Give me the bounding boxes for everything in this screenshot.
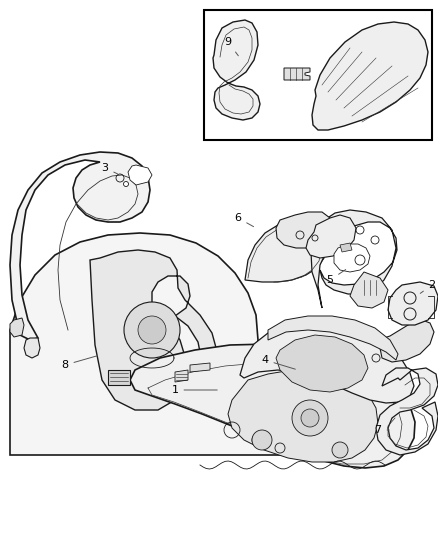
Circle shape (292, 400, 328, 436)
Polygon shape (10, 152, 150, 340)
Text: 8: 8 (61, 356, 97, 370)
Polygon shape (240, 323, 414, 403)
Circle shape (124, 182, 128, 187)
Polygon shape (245, 220, 326, 282)
Polygon shape (10, 233, 310, 455)
Text: 6: 6 (234, 213, 254, 227)
Circle shape (301, 409, 319, 427)
Polygon shape (312, 22, 428, 130)
Polygon shape (213, 20, 260, 120)
Polygon shape (306, 215, 356, 258)
Text: 2: 2 (420, 280, 435, 293)
Polygon shape (130, 344, 415, 468)
Polygon shape (128, 165, 152, 185)
Text: 1: 1 (172, 385, 217, 395)
Polygon shape (228, 370, 378, 462)
Polygon shape (108, 370, 130, 385)
Text: 5: 5 (326, 270, 346, 285)
Polygon shape (340, 243, 352, 252)
Text: 4: 4 (261, 355, 295, 369)
Polygon shape (175, 370, 188, 382)
Text: 3: 3 (102, 163, 117, 174)
Polygon shape (10, 318, 24, 337)
Polygon shape (388, 282, 438, 325)
Polygon shape (334, 244, 370, 272)
Polygon shape (24, 338, 40, 358)
Circle shape (124, 302, 180, 358)
Polygon shape (284, 68, 310, 80)
Polygon shape (311, 210, 397, 308)
Polygon shape (276, 335, 368, 392)
Circle shape (252, 430, 272, 450)
Polygon shape (276, 212, 333, 248)
Polygon shape (268, 316, 398, 360)
Circle shape (138, 316, 166, 344)
Polygon shape (380, 320, 434, 362)
Circle shape (332, 442, 348, 458)
Polygon shape (376, 368, 438, 455)
Polygon shape (190, 363, 210, 372)
Polygon shape (350, 272, 388, 308)
Text: 9: 9 (224, 37, 238, 56)
Polygon shape (90, 250, 220, 410)
Text: 7: 7 (374, 425, 389, 435)
Bar (204, 10, 432, 140)
